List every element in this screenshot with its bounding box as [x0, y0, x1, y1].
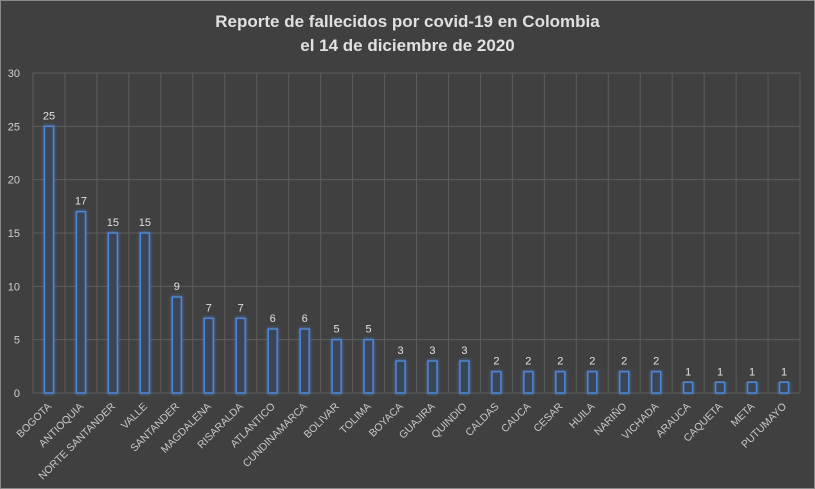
data-label: 2 — [493, 356, 499, 368]
data-label: 1 — [781, 366, 787, 378]
data-label: 3 — [461, 345, 467, 357]
data-label: 1 — [717, 366, 723, 378]
bar — [395, 360, 406, 394]
data-label: 3 — [397, 345, 403, 357]
bar — [75, 210, 87, 394]
bar — [650, 370, 662, 394]
bar — [363, 338, 374, 394]
data-label: 7 — [206, 302, 212, 314]
data-label: 6 — [302, 313, 308, 325]
bar — [587, 370, 598, 394]
bar — [203, 317, 215, 394]
y-tick-label: 20 — [8, 175, 20, 187]
data-label: 1 — [685, 366, 691, 378]
bar — [43, 125, 55, 394]
data-label: 5 — [334, 324, 340, 336]
data-label: 17 — [75, 196, 87, 208]
bar — [682, 381, 694, 394]
x-tick-label: META — [729, 401, 758, 430]
bar — [299, 328, 310, 394]
bar — [491, 370, 502, 394]
x-tick-label: CALDAS — [463, 401, 501, 439]
bar — [235, 317, 246, 394]
data-label: 15 — [139, 217, 151, 229]
y-tick-label: 15 — [8, 228, 20, 240]
data-label: 2 — [557, 356, 563, 368]
data-label: 25 — [43, 110, 55, 122]
data-label: 7 — [238, 302, 244, 314]
x-tick-label: CAUCA — [499, 401, 533, 435]
bar — [459, 360, 470, 394]
bar — [555, 370, 566, 394]
data-label: 1 — [749, 366, 755, 378]
bar — [139, 232, 151, 394]
bar — [171, 296, 183, 394]
chart-subtitle: el 14 de diciembre de 2020 — [300, 36, 515, 55]
bar — [427, 360, 438, 394]
data-label: 2 — [621, 356, 627, 368]
y-tick-label: 10 — [8, 281, 20, 293]
bar — [714, 381, 726, 394]
y-tick-label: 30 — [8, 68, 20, 80]
data-label: 2 — [589, 356, 595, 368]
y-tick-label: 5 — [14, 335, 20, 347]
bar — [523, 370, 534, 394]
y-tick-label: 25 — [8, 121, 20, 133]
data-label: 6 — [270, 313, 276, 325]
bar — [267, 328, 278, 394]
bar — [107, 232, 119, 394]
bar — [618, 370, 630, 394]
x-tick-label: QUINDIO — [429, 401, 469, 441]
data-label: 2 — [653, 356, 659, 368]
data-label: 9 — [174, 281, 180, 293]
bar — [778, 381, 790, 394]
data-label: 2 — [525, 356, 531, 368]
data-label: 3 — [429, 345, 435, 357]
x-tick-label: HUILA — [567, 401, 597, 431]
x-tick-label: VALLE — [119, 401, 150, 432]
bar — [746, 381, 758, 394]
x-tick-label: BOLIVAR — [302, 400, 342, 440]
chart-title: Reporte de fallecidos por covid-19 en Co… — [215, 12, 600, 31]
y-tick-label: 0 — [14, 388, 20, 400]
data-label: 15 — [107, 217, 119, 229]
bar — [331, 338, 342, 394]
x-tick-label: CESAR — [531, 400, 565, 434]
data-label: 5 — [366, 324, 372, 336]
